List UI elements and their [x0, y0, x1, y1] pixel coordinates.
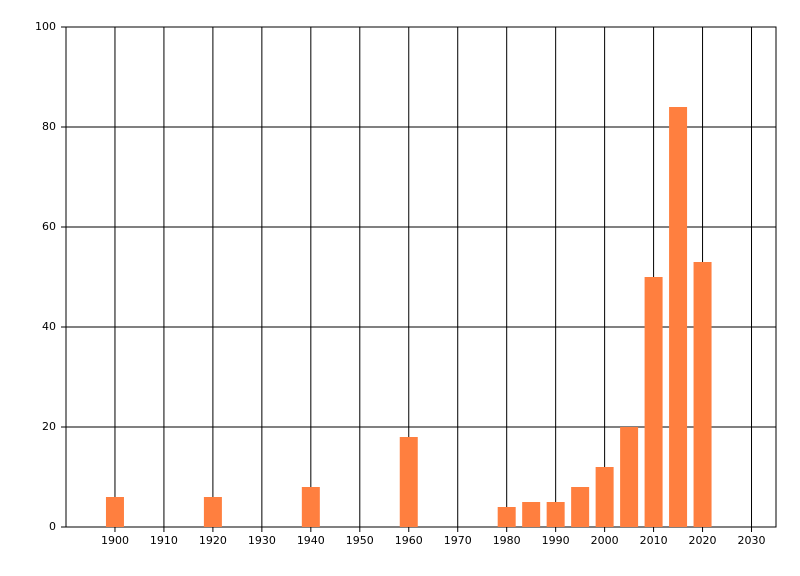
x-tick-label: 1980: [493, 534, 521, 547]
x-tick-label: 1900: [101, 534, 129, 547]
x-tick-label: 1920: [199, 534, 227, 547]
bar: [669, 107, 688, 527]
bar: [301, 487, 320, 527]
x-tick-label: 2000: [591, 534, 619, 547]
y-tick-label: 40: [42, 320, 56, 333]
bar: [546, 502, 565, 527]
bar: [693, 262, 712, 527]
x-tick-label: 1990: [542, 534, 570, 547]
bar: [522, 502, 541, 527]
bar: [497, 507, 516, 527]
x-tick-label: 1950: [346, 534, 374, 547]
x-tick-label: 1930: [248, 534, 276, 547]
x-tick-label: 2030: [738, 534, 766, 547]
y-tick-label: 20: [42, 420, 56, 433]
bar: [105, 497, 124, 527]
x-tick-label: 2020: [689, 534, 717, 547]
x-tick-label: 1910: [150, 534, 178, 547]
bar: [399, 437, 418, 527]
x-tick-label: 1940: [297, 534, 325, 547]
y-tick-label: 0: [49, 520, 56, 533]
bar: [571, 487, 590, 527]
x-tick-label: 1960: [395, 534, 423, 547]
bar: [644, 277, 663, 527]
y-tick-label: 60: [42, 220, 56, 233]
bar: [620, 427, 639, 527]
bar: [203, 497, 222, 527]
y-tick-label: 80: [42, 120, 56, 133]
x-tick-label: 2010: [640, 534, 668, 547]
bar: [595, 467, 614, 527]
y-tick-label: 100: [35, 20, 56, 33]
x-tick-label: 1970: [444, 534, 472, 547]
